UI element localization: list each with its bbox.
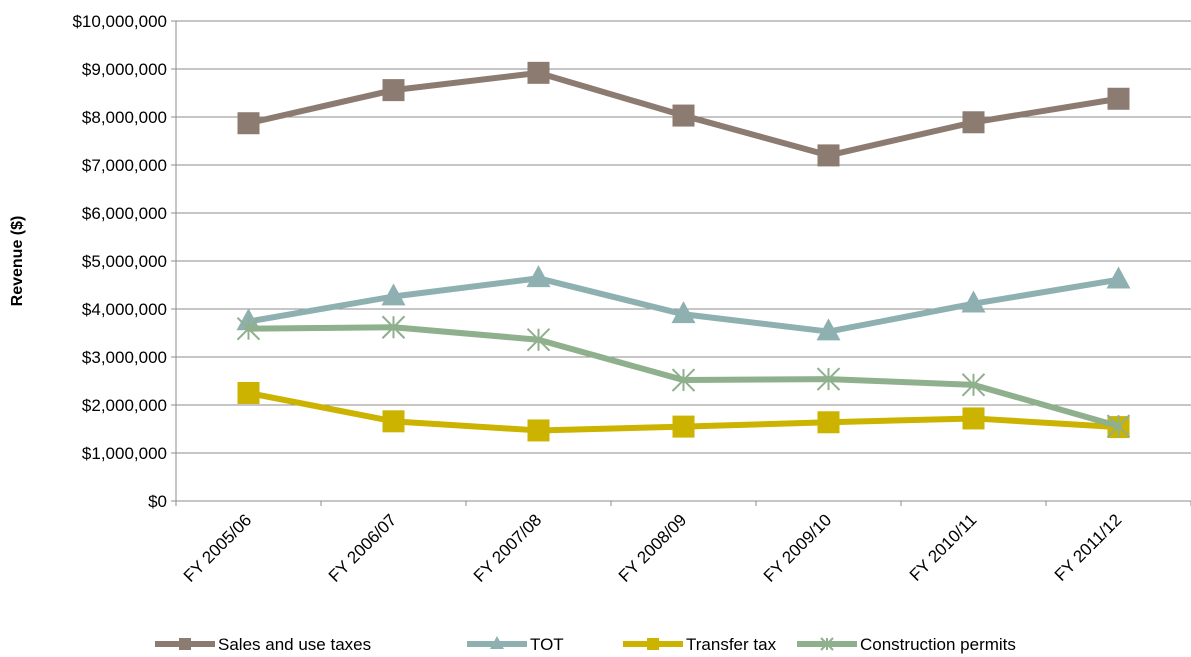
y-axis-label: Revenue ($) — [9, 216, 26, 307]
data-point — [382, 410, 405, 433]
data-point — [527, 419, 550, 442]
data-point — [236, 316, 261, 341]
legend: Sales and use taxes TOT Transfer tax Constr… — [155, 635, 1016, 654]
legend-label: Sales and use taxes — [218, 635, 371, 654]
x-tick-label: FY 2007/08 — [470, 510, 545, 585]
x-tick-label: FY 2010/11 — [906, 510, 980, 584]
data-point — [672, 415, 695, 438]
legend-swatch-marker — [490, 636, 504, 649]
series-lines — [236, 61, 1131, 442]
y-tick-label: $1,000,000 — [82, 444, 167, 463]
data-point — [671, 301, 696, 324]
legend-item: Transfer tax — [623, 635, 777, 654]
x-tick-label: FY 2006/07 — [325, 510, 400, 585]
legend-swatch-marker — [179, 638, 191, 650]
data-point — [237, 382, 260, 404]
y-tick-label: $4,000,000 — [82, 300, 167, 319]
y-tick-label: $10,000,000 — [72, 12, 167, 31]
data-point — [816, 318, 841, 341]
data-point — [961, 290, 986, 313]
data-point — [961, 373, 986, 397]
y-tick-label: $5,000,000 — [82, 252, 167, 271]
data-point — [382, 79, 405, 102]
legend-label: Construction permits — [860, 635, 1016, 654]
legend-item: TOT — [467, 635, 564, 654]
data-point — [1107, 87, 1130, 110]
data-point — [526, 265, 551, 288]
legend-swatch-marker — [820, 637, 834, 651]
y-tick-label: $2,000,000 — [82, 396, 167, 415]
data-point — [1106, 414, 1131, 438]
y-tick-label: $6,000,000 — [82, 204, 167, 223]
y-tick-label: $3,000,000 — [82, 348, 167, 367]
legend-item: Sales and use taxes — [155, 635, 371, 654]
legend-label: Transfer tax — [686, 635, 777, 654]
data-point — [671, 368, 696, 392]
x-tick-label: FY 2009/10 — [760, 510, 835, 585]
y-tick-label: $0 — [148, 492, 167, 511]
legend-item: Construction permits — [797, 635, 1016, 654]
data-point — [1106, 266, 1131, 289]
x-tick-label: FY 2005/06 — [180, 510, 255, 585]
data-point — [962, 111, 985, 134]
data-point — [817, 411, 840, 434]
data-point — [527, 61, 550, 84]
data-point — [817, 144, 840, 167]
data-point — [816, 367, 841, 391]
legend-label: TOT — [530, 635, 564, 654]
y-tick-label: $9,000,000 — [82, 60, 167, 79]
y-tick-label: $8,000,000 — [82, 108, 167, 127]
data-point — [526, 328, 551, 352]
y-tick-label: $7,000,000 — [82, 156, 167, 175]
x-tick-label: FY 2008/09 — [615, 510, 690, 585]
data-point — [672, 104, 695, 127]
data-point — [962, 407, 985, 430]
data-point — [381, 315, 406, 339]
data-point — [381, 283, 406, 306]
data-point — [237, 112, 260, 135]
legend-swatch-marker — [647, 638, 659, 650]
x-tick-label: FY 2011/12 — [1051, 510, 1125, 584]
gridlines — [176, 20, 1191, 454]
